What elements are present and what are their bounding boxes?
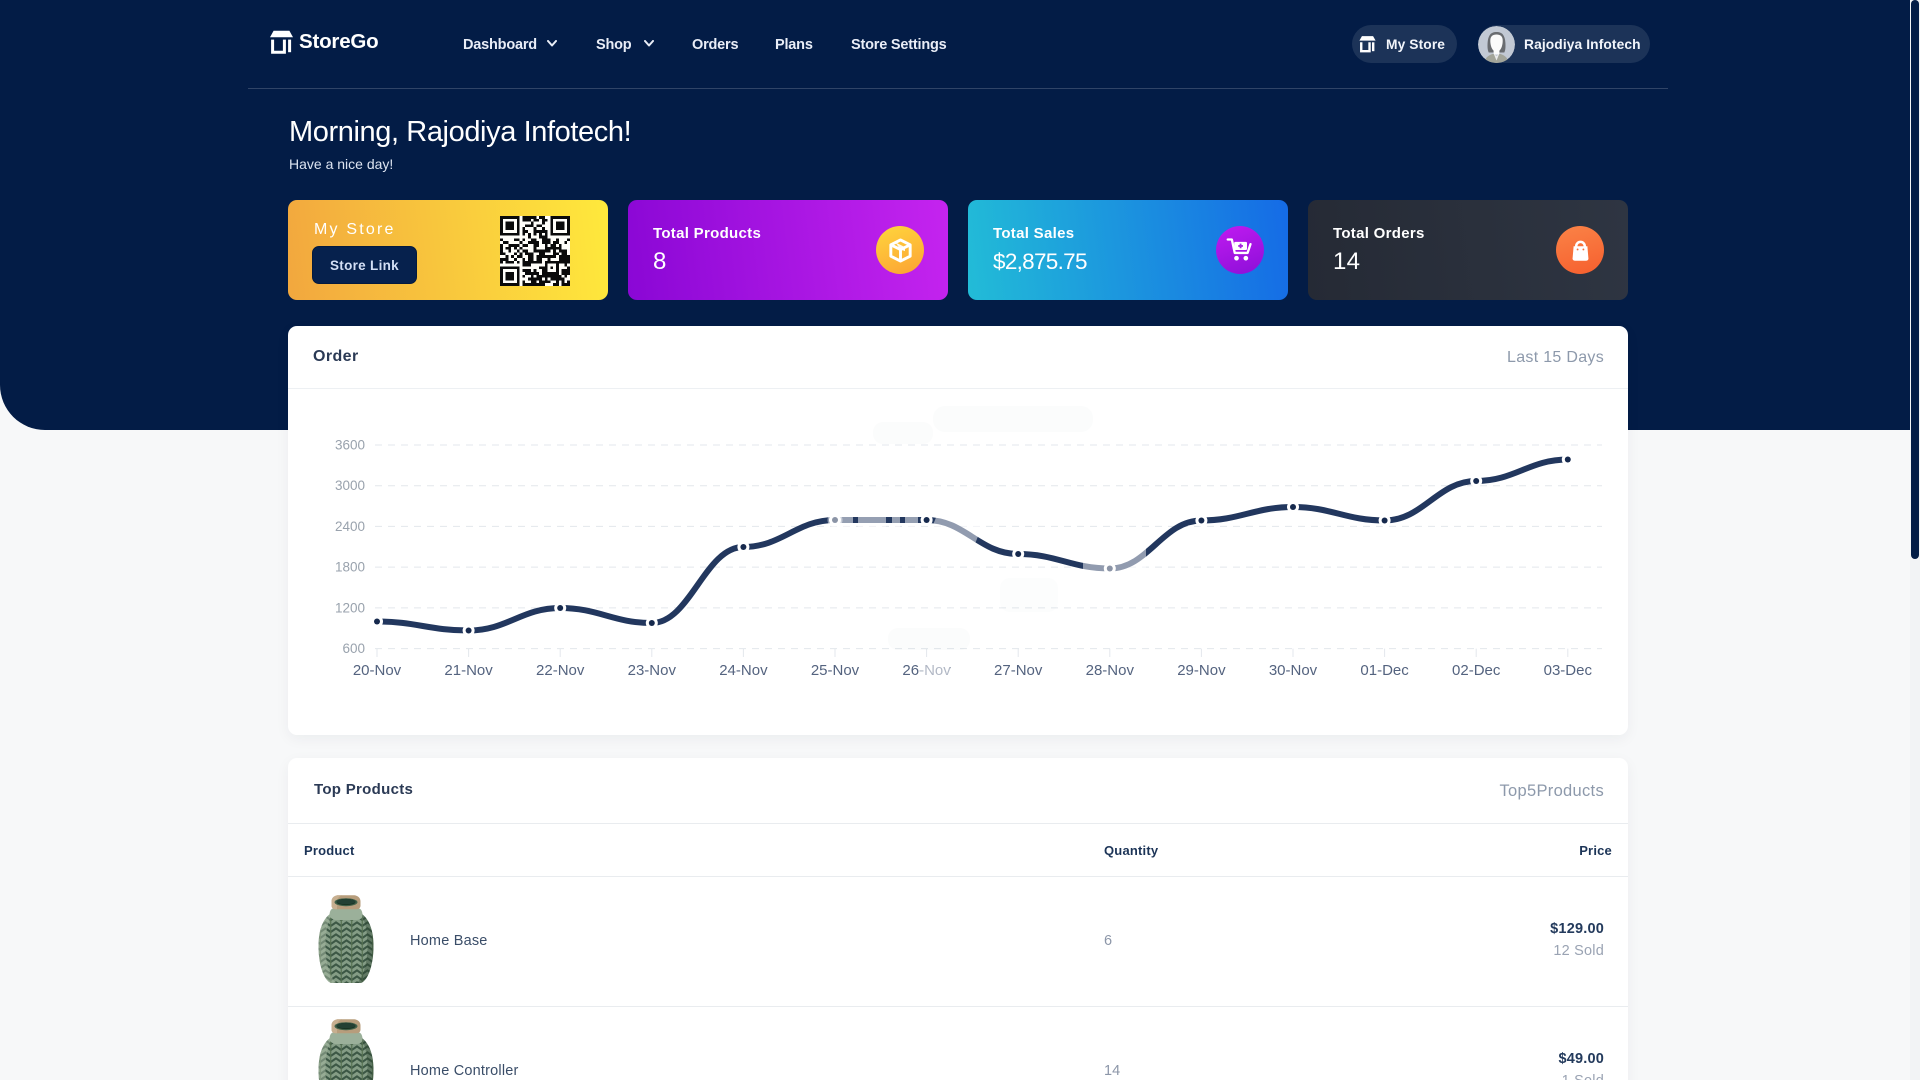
svg-text:20-Nov: 20-Nov bbox=[353, 662, 402, 679]
svg-text:29-Nov: 29-Nov bbox=[1177, 662, 1226, 679]
svg-text:22-Nov: 22-Nov bbox=[536, 662, 585, 679]
svg-text:03-Dec: 03-Dec bbox=[1544, 662, 1593, 679]
svg-text:21-Nov: 21-Nov bbox=[444, 662, 493, 679]
svg-text:01-Dec: 01-Dec bbox=[1360, 662, 1409, 679]
svg-text:3000: 3000 bbox=[335, 478, 365, 493]
svg-text:24-Nov: 24-Nov bbox=[719, 662, 768, 679]
svg-text:30-Nov: 30-Nov bbox=[1269, 662, 1318, 679]
svg-text:27-Nov: 27-Nov bbox=[994, 662, 1043, 679]
svg-text:02-Dec: 02-Dec bbox=[1452, 662, 1501, 679]
svg-text:28-Nov: 28-Nov bbox=[1086, 662, 1135, 679]
svg-text:25-Nov: 25-Nov bbox=[811, 662, 860, 679]
svg-text:2400: 2400 bbox=[335, 519, 365, 534]
svg-text:3600: 3600 bbox=[335, 438, 365, 453]
svg-text:23-Nov: 23-Nov bbox=[628, 662, 677, 679]
svg-text:1800: 1800 bbox=[335, 560, 365, 575]
svg-text:1200: 1200 bbox=[335, 600, 365, 615]
svg-text:600: 600 bbox=[342, 641, 365, 656]
